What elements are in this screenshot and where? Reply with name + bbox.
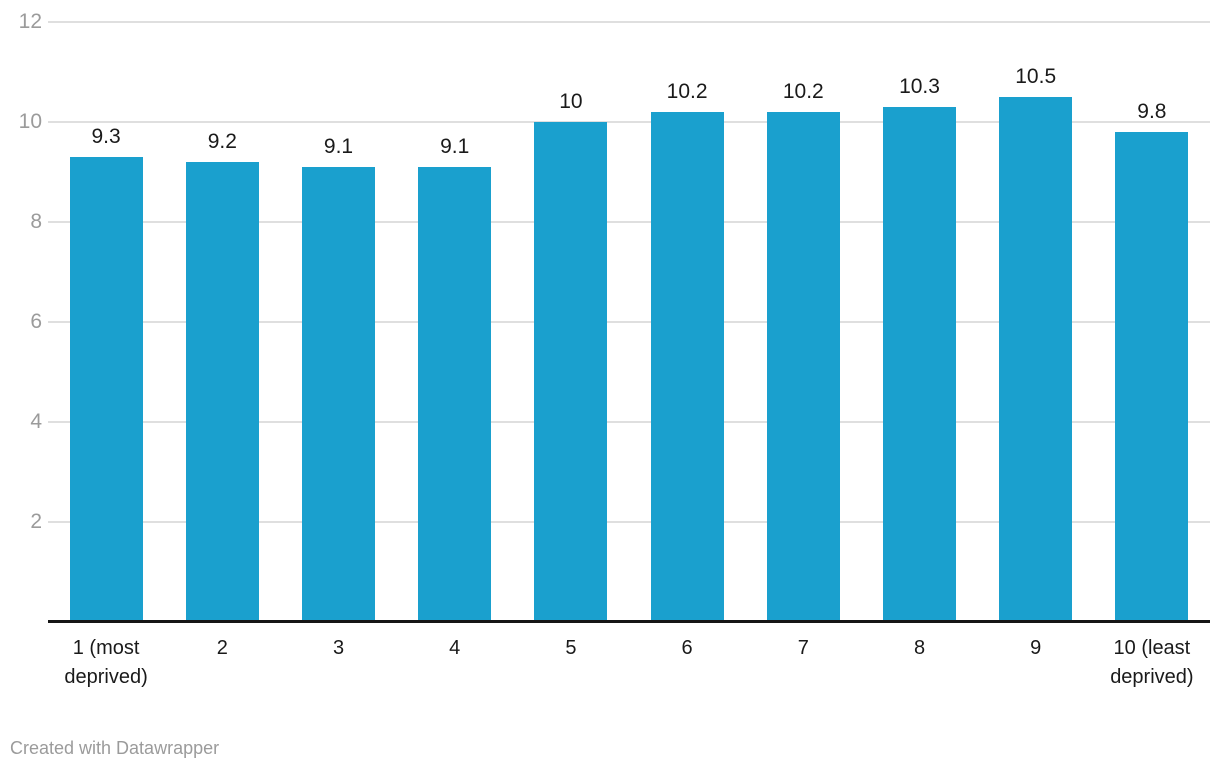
bar	[418, 167, 492, 622]
bar-value-label: 10.5	[1015, 65, 1057, 88]
x-axis-category-label: 7	[797, 637, 809, 659]
bar-value-label: 9.8	[1137, 100, 1167, 123]
y-axis-tick-label: 6	[30, 310, 42, 333]
bar-value-label: 10.2	[666, 80, 708, 103]
bar	[766, 112, 840, 622]
bar-value-label: 10	[559, 90, 583, 113]
gridline	[48, 421, 1210, 423]
bar-value-label: 9.3	[91, 125, 121, 148]
x-axis-category-label: 9	[1030, 637, 1042, 659]
x-axis-category-label: 4	[449, 637, 461, 659]
bar-value-label: 10.3	[899, 75, 940, 98]
x-axis-category-label: 5	[565, 637, 577, 659]
bar	[999, 97, 1073, 622]
gridline	[48, 21, 1210, 23]
y-axis-tick-label: 12	[18, 10, 42, 33]
bar	[883, 107, 956, 622]
y-axis-tick-label: 10	[18, 110, 42, 133]
x-axis-category-label: 10 (least deprived)	[1110, 637, 1194, 688]
bar	[185, 162, 259, 622]
x-axis-category-label: 2	[216, 637, 228, 659]
x-axis-category-label: 6	[681, 637, 693, 659]
bar	[302, 167, 375, 622]
bar	[1115, 132, 1189, 622]
x-axis-baseline	[48, 620, 1210, 623]
bar-value-label: 10.2	[782, 80, 824, 103]
y-axis-tick-label: 2	[30, 510, 42, 533]
y-axis-tick-label: 4	[30, 410, 42, 433]
gridline	[48, 221, 1210, 223]
gridline	[48, 321, 1210, 323]
bar	[534, 122, 608, 622]
y-axis-tick-label: 8	[30, 210, 42, 233]
datawrapper-attribution: Created with Datawrapper	[10, 738, 220, 758]
x-axis-category-label: 8	[913, 637, 926, 659]
x-axis-category-label: 1 (most deprived)	[64, 637, 148, 688]
x-axis-category-label: 3	[332, 637, 345, 659]
bar-value-label: 9.1	[440, 135, 470, 158]
bar-value-label: 9.2	[207, 130, 237, 153]
gridline	[48, 121, 1210, 123]
bar	[650, 112, 724, 622]
gridline	[48, 521, 1210, 523]
bar-value-label: 9.1	[323, 135, 354, 158]
bar	[69, 157, 143, 622]
